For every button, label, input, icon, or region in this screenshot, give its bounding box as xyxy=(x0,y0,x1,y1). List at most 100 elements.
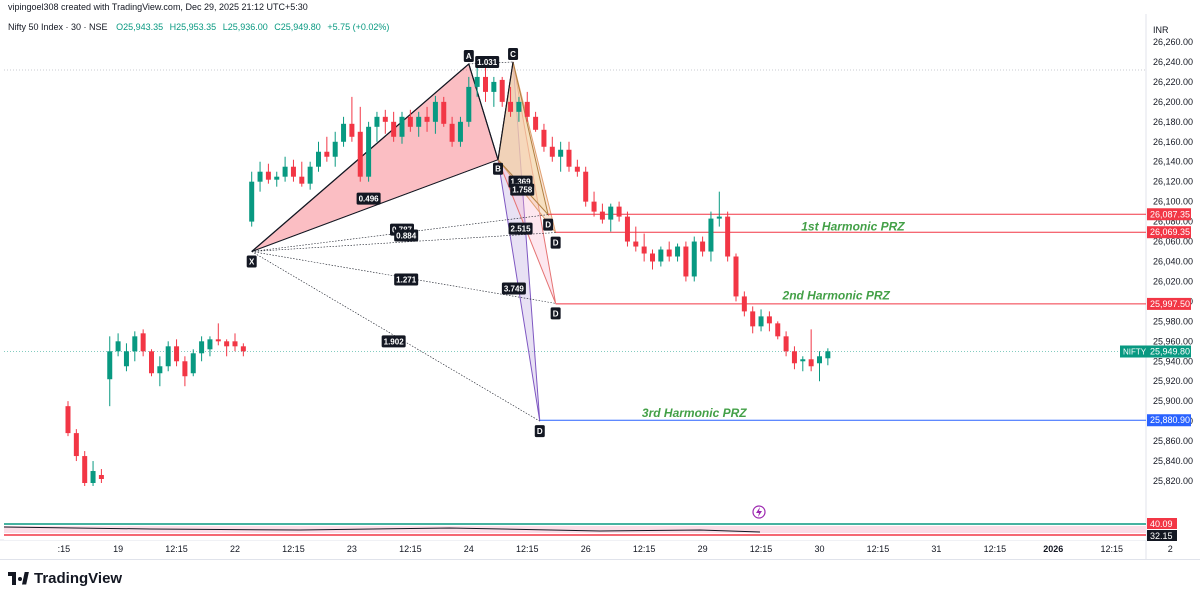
candle-body xyxy=(441,101,447,124)
y-tick-label: 26,020.00 xyxy=(1153,276,1193,286)
y-tick-label: 25,980.00 xyxy=(1153,316,1193,326)
candle-body xyxy=(391,121,397,137)
y-tick-label: 25,960.00 xyxy=(1153,336,1193,346)
candle-body xyxy=(65,406,71,434)
ratio-label: 3.749 xyxy=(504,284,525,293)
x-tick-label: 26 xyxy=(581,544,591,554)
candle-body xyxy=(474,76,480,87)
ratio-badge xyxy=(508,222,533,235)
ratio-label: 1.758 xyxy=(512,186,533,195)
prz-level-label: 25,880.90 xyxy=(1150,415,1190,425)
pattern-point-badge xyxy=(463,49,474,62)
y-tick-label: 26,040.00 xyxy=(1153,257,1193,267)
close-value: C25,949.80 xyxy=(274,22,321,32)
candle-body xyxy=(524,101,530,117)
candle-body xyxy=(457,121,463,142)
indicator-upper-label: 40.09 xyxy=(1150,519,1173,529)
candle-body xyxy=(466,86,472,122)
ratio-badge xyxy=(381,335,406,348)
pattern-point-label: D xyxy=(553,309,559,318)
prz-level-label: 26,087.35 xyxy=(1150,209,1190,219)
candle-body xyxy=(666,249,672,257)
candle-body xyxy=(90,471,96,483)
x-tick-label: 12:15 xyxy=(633,544,656,554)
indicator-upper-tag xyxy=(1147,518,1177,529)
pattern-point-badge xyxy=(508,47,519,60)
candle-body xyxy=(182,361,188,377)
x-tick-label: 29 xyxy=(698,544,708,554)
candle-body xyxy=(800,359,806,362)
pattern-point-badge xyxy=(246,255,257,268)
y-tick-label: 26,140.00 xyxy=(1153,157,1193,167)
last-price-symbol: NIFTY xyxy=(1123,347,1147,356)
candle-body xyxy=(265,171,271,180)
candle-body xyxy=(499,79,505,102)
y-tick-label: 25,820.00 xyxy=(1153,476,1193,486)
candle-body xyxy=(817,356,822,364)
candle-body xyxy=(424,116,430,122)
lightning-icon xyxy=(752,505,766,519)
candle-body xyxy=(149,351,154,374)
pattern-point-label: C xyxy=(510,50,516,59)
pattern-point-label: D xyxy=(545,221,551,230)
pattern-point-badge xyxy=(534,425,545,438)
xab-triangle xyxy=(251,63,499,252)
candle-body xyxy=(658,249,664,262)
xb-projection-line xyxy=(251,159,499,252)
tradingview-brand[interactable]: TradingView xyxy=(8,570,122,587)
candle-body xyxy=(316,151,321,167)
prz-level-label: 26,069.35 xyxy=(1150,227,1190,237)
candle-body xyxy=(98,475,104,480)
candle-body xyxy=(107,351,113,380)
candle-body xyxy=(157,366,163,374)
candle-body xyxy=(583,171,589,202)
candle-body xyxy=(791,351,797,364)
x-tick-label: 2026 xyxy=(1043,544,1063,554)
x-tick-label: 12:15 xyxy=(282,544,305,554)
candle-body xyxy=(215,339,221,342)
y-tick-label: 25,900.00 xyxy=(1153,396,1193,406)
pattern-point-label: B xyxy=(495,165,501,174)
candle-body xyxy=(566,149,572,167)
bottom-divider xyxy=(0,559,1200,560)
candle-body xyxy=(174,346,180,362)
y-tick-label: 25,840.00 xyxy=(1153,456,1193,466)
prz-text-label: 1st Harmonic PRZ xyxy=(801,220,905,234)
last-price-label: 25,949.80 xyxy=(1150,346,1190,356)
candle-body xyxy=(332,141,338,157)
symbol-name[interactable]: Nifty 50 Index · 30 · NSE xyxy=(8,22,108,32)
last-price-symbol-tag xyxy=(1120,345,1147,358)
candle-body xyxy=(691,241,697,277)
y-tick-label: 26,220.00 xyxy=(1153,77,1193,87)
x-tick-label: 30 xyxy=(814,544,824,554)
candle-body xyxy=(675,246,681,257)
ratio-label: 1.271 xyxy=(396,275,417,284)
high-value: H25,953.35 xyxy=(169,22,217,32)
prz-level-tag xyxy=(1147,208,1191,221)
prz-level-tag xyxy=(1147,297,1191,310)
candle-body xyxy=(508,101,514,112)
ratio-label: 1.902 xyxy=(384,337,405,346)
x-tick-label: 2 xyxy=(1168,544,1173,554)
y-tick-label: 25,940.00 xyxy=(1153,356,1193,366)
lightning-bolt-icon xyxy=(756,507,762,517)
pattern-point-badge xyxy=(543,218,554,231)
pattern-point-label: X xyxy=(249,258,255,267)
candle-body xyxy=(324,151,330,157)
candle-body xyxy=(307,166,313,184)
candle-body xyxy=(533,116,539,130)
candle-body xyxy=(766,316,772,324)
tradingview-logo-icon xyxy=(8,571,30,586)
x-tick-label: 24 xyxy=(464,544,474,554)
ratio-label: 2.515 xyxy=(511,225,532,234)
candle-body xyxy=(282,166,288,177)
candle-body xyxy=(483,76,488,92)
ratio-badge xyxy=(501,282,526,295)
candle-body xyxy=(207,339,213,350)
candle-body xyxy=(549,146,555,157)
x-tick-label: 12:15 xyxy=(516,544,539,554)
y-tick-label: 26,260.00 xyxy=(1153,37,1193,47)
open-value: O25,943.35 xyxy=(116,22,164,32)
candle-body xyxy=(249,181,255,222)
